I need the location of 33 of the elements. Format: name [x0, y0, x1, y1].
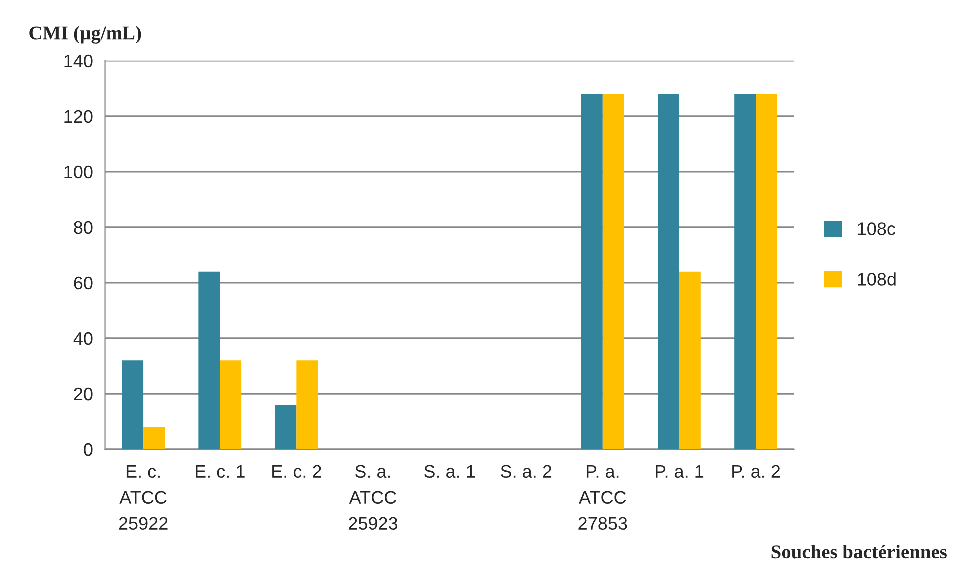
y-tick-label: 120 — [64, 110, 93, 124]
y-tick-label: 60 — [74, 276, 93, 290]
legend-label: 108d — [858, 272, 896, 286]
y-tick-label: 0 — [84, 443, 93, 456]
bar — [144, 427, 165, 450]
bar — [658, 94, 680, 450]
y-tick-label: 140 — [64, 54, 93, 68]
bar — [602, 94, 624, 450]
x-tick-label: P. a. ATCC 27853 — [578, 465, 628, 530]
y-tick-label: 40 — [74, 332, 93, 346]
bar — [296, 360, 318, 450]
x-tick-label: S. a. 2 — [501, 465, 552, 478]
x-tick-label: P. a. 1 — [656, 465, 704, 478]
bar — [198, 272, 220, 450]
x-tick-label: E. c. 2 — [272, 465, 322, 478]
bar — [220, 360, 242, 450]
x-tick-label: E. c. 1 — [196, 465, 245, 478]
y-tick-label: 80 — [74, 221, 93, 234]
x-axis-title: Souches bactériennes — [772, 544, 947, 559]
bar — [679, 272, 701, 450]
bar — [756, 94, 778, 450]
bar — [734, 94, 756, 450]
x-tick-label: E. c. ATCC 25922 — [119, 465, 168, 530]
bar — [122, 360, 144, 450]
x-tick-label: S. a. ATCC 25923 — [349, 465, 398, 530]
x-tick-label: P. a. 2 — [732, 465, 780, 478]
bar — [275, 405, 297, 450]
y-tick-label: 100 — [64, 166, 93, 179]
bar — [581, 94, 603, 450]
x-tick-label: S. a. 1 — [424, 465, 476, 478]
legend-label: 108c — [858, 222, 896, 236]
y-tick-label: 20 — [74, 388, 93, 401]
y-axis-title: CMI (µg/mL) — [30, 26, 142, 44]
